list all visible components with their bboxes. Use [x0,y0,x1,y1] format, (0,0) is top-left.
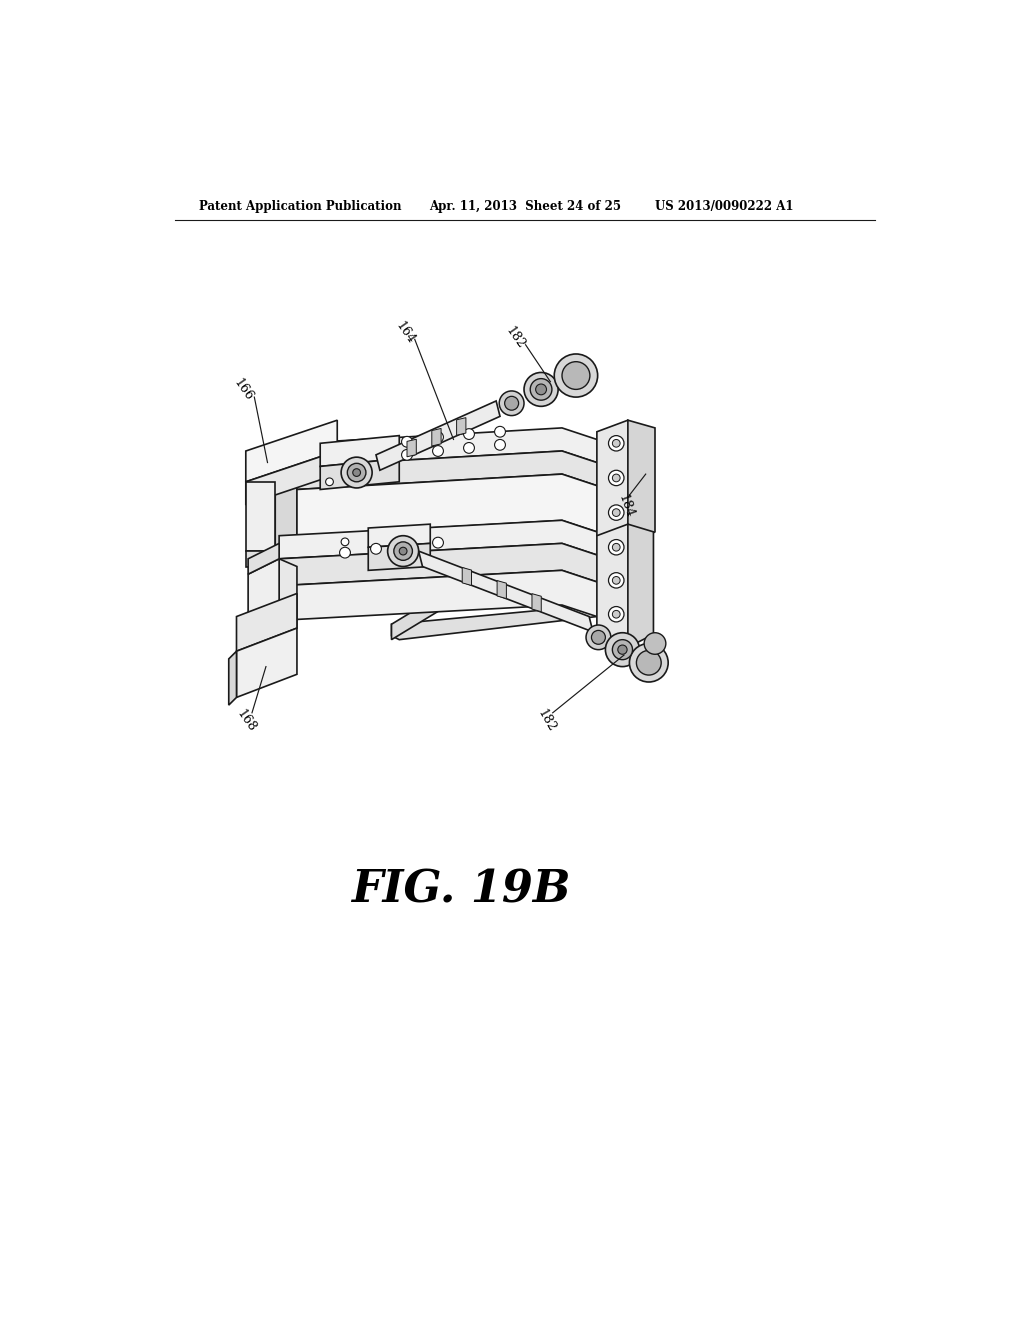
Circle shape [612,640,633,660]
Circle shape [554,354,598,397]
Polygon shape [532,594,542,611]
Circle shape [432,537,443,548]
Text: Patent Application Publication: Patent Application Publication [200,199,401,213]
Circle shape [562,362,590,389]
Polygon shape [628,524,653,647]
Polygon shape [246,451,337,506]
Polygon shape [275,466,297,552]
Circle shape [340,548,350,558]
Polygon shape [432,429,441,446]
Circle shape [524,372,558,407]
Polygon shape [321,459,399,490]
Polygon shape [297,428,608,466]
Circle shape [505,396,518,411]
Polygon shape [280,558,297,628]
Polygon shape [246,552,275,566]
Circle shape [608,470,624,486]
Polygon shape [462,568,471,586]
Polygon shape [280,544,608,586]
Polygon shape [454,554,597,598]
Polygon shape [297,474,608,536]
Circle shape [636,651,662,675]
Polygon shape [248,544,280,574]
Circle shape [612,474,621,482]
Text: 164: 164 [393,319,418,347]
Circle shape [394,543,413,561]
Circle shape [399,548,407,554]
Circle shape [608,436,624,451]
Circle shape [401,540,413,552]
Circle shape [612,577,621,585]
Circle shape [630,644,669,682]
Circle shape [608,540,624,554]
Circle shape [341,539,349,545]
Polygon shape [369,524,430,548]
Circle shape [608,506,624,520]
Text: 184: 184 [616,492,637,520]
Text: 182: 182 [535,708,558,734]
Polygon shape [321,436,399,466]
Polygon shape [391,490,461,544]
Circle shape [432,432,443,442]
Polygon shape [497,581,507,598]
Polygon shape [280,570,608,620]
Polygon shape [237,628,297,697]
Polygon shape [407,440,417,457]
Polygon shape [248,558,280,636]
Circle shape [401,437,413,447]
Circle shape [500,391,524,416]
Circle shape [605,632,640,667]
Circle shape [608,607,624,622]
Polygon shape [376,401,500,470]
Text: US 2013/0090222 A1: US 2013/0090222 A1 [655,199,794,213]
Polygon shape [246,482,275,552]
Polygon shape [597,524,643,647]
Circle shape [586,626,611,649]
Text: Apr. 11, 2013  Sheet 24 of 25: Apr. 11, 2013 Sheet 24 of 25 [429,199,621,213]
Circle shape [612,508,621,516]
Circle shape [401,450,413,461]
Text: 166: 166 [230,376,255,403]
Circle shape [530,379,552,400]
Text: 168: 168 [233,708,258,734]
Circle shape [612,544,621,552]
Polygon shape [297,451,608,490]
Polygon shape [246,420,337,482]
Circle shape [432,446,443,457]
Polygon shape [457,417,466,436]
Polygon shape [419,552,593,632]
Circle shape [617,645,627,655]
Circle shape [495,440,506,450]
Circle shape [644,632,666,655]
Circle shape [464,442,474,453]
Circle shape [371,544,381,554]
Circle shape [347,463,366,482]
Polygon shape [391,508,597,544]
Circle shape [388,536,419,566]
Circle shape [464,429,474,440]
Circle shape [612,610,621,618]
Circle shape [352,469,360,477]
Circle shape [341,457,372,488]
Circle shape [608,573,624,589]
Text: FIG. 19B: FIG. 19B [351,869,571,911]
Polygon shape [454,459,597,506]
Circle shape [326,478,334,486]
Polygon shape [597,420,643,548]
Circle shape [495,426,506,437]
Polygon shape [237,594,297,651]
Circle shape [592,631,605,644]
Polygon shape [391,582,461,640]
Polygon shape [228,651,237,705]
Polygon shape [280,520,608,558]
Polygon shape [628,420,655,548]
Polygon shape [369,544,430,570]
Text: 182: 182 [504,325,527,351]
Circle shape [536,384,547,395]
Polygon shape [391,605,597,640]
Circle shape [612,440,621,447]
